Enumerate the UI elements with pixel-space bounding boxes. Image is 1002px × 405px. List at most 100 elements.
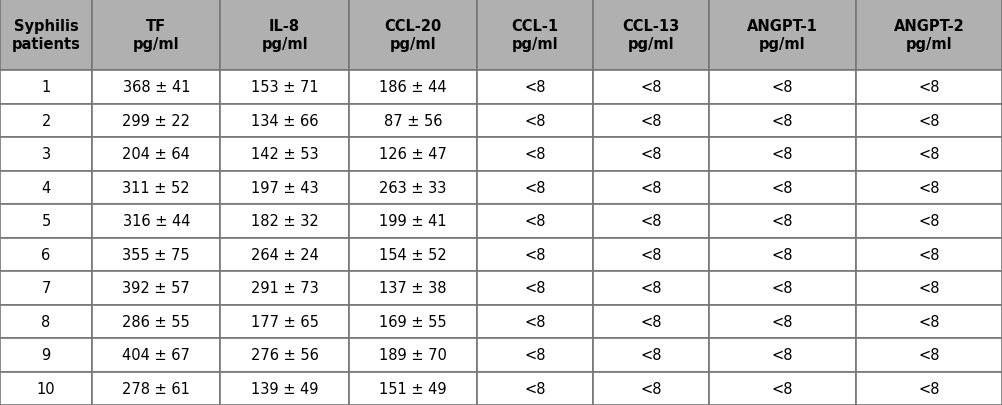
Text: 153 ± 71: 153 ± 71 xyxy=(250,80,319,95)
Bar xyxy=(92,171,220,205)
Bar xyxy=(349,171,477,205)
Bar xyxy=(593,205,709,238)
Bar xyxy=(0,138,92,171)
Bar xyxy=(856,138,1002,171)
Text: Syphilis
patients: Syphilis patients xyxy=(12,19,80,51)
Bar xyxy=(220,71,349,104)
Text: 134 ± 66: 134 ± 66 xyxy=(250,113,319,128)
Text: <8: <8 xyxy=(918,314,940,329)
Bar xyxy=(0,238,92,271)
Text: 10: 10 xyxy=(37,381,55,396)
Bar xyxy=(92,271,220,305)
Bar xyxy=(220,205,349,238)
Text: 392 ± 57: 392 ± 57 xyxy=(122,281,190,296)
Text: <8: <8 xyxy=(524,347,546,362)
Bar xyxy=(709,171,856,205)
Text: <8: <8 xyxy=(524,180,546,195)
Bar xyxy=(856,0,1002,71)
Bar xyxy=(856,104,1002,138)
Bar xyxy=(709,104,856,138)
Text: 186 ± 44: 186 ± 44 xyxy=(379,80,447,95)
Bar xyxy=(477,0,593,71)
Text: <8: <8 xyxy=(772,247,794,262)
Bar xyxy=(593,0,709,71)
Bar xyxy=(856,305,1002,338)
Bar xyxy=(220,305,349,338)
Text: CCL-20
pg/ml: CCL-20 pg/ml xyxy=(384,19,442,51)
Text: <8: <8 xyxy=(640,314,662,329)
Text: <8: <8 xyxy=(918,80,940,95)
Text: <8: <8 xyxy=(524,147,546,162)
Bar xyxy=(593,338,709,372)
Bar xyxy=(709,305,856,338)
Text: 404 ± 67: 404 ± 67 xyxy=(122,347,190,362)
Bar xyxy=(0,305,92,338)
Bar xyxy=(220,372,349,405)
Bar xyxy=(349,338,477,372)
Text: <8: <8 xyxy=(524,80,546,95)
Bar xyxy=(92,71,220,104)
Text: 8: 8 xyxy=(41,314,51,329)
Text: 151 ± 49: 151 ± 49 xyxy=(379,381,447,396)
Text: CCL-13
pg/ml: CCL-13 pg/ml xyxy=(622,19,680,51)
Bar xyxy=(92,238,220,271)
Text: 286 ± 55: 286 ± 55 xyxy=(122,314,190,329)
Text: 5: 5 xyxy=(41,214,51,229)
Text: <8: <8 xyxy=(918,180,940,195)
Text: 169 ± 55: 169 ± 55 xyxy=(379,314,447,329)
Text: <8: <8 xyxy=(640,214,662,229)
Text: <8: <8 xyxy=(640,247,662,262)
Bar xyxy=(856,372,1002,405)
Bar xyxy=(709,372,856,405)
Text: 299 ± 22: 299 ± 22 xyxy=(122,113,190,128)
Bar xyxy=(709,71,856,104)
Text: <8: <8 xyxy=(640,381,662,396)
Bar xyxy=(593,238,709,271)
Bar xyxy=(349,71,477,104)
Bar xyxy=(0,271,92,305)
Bar xyxy=(349,104,477,138)
Text: 4: 4 xyxy=(41,180,51,195)
Bar xyxy=(220,0,349,71)
Bar xyxy=(593,138,709,171)
Text: TF
pg/ml: TF pg/ml xyxy=(133,19,179,51)
Bar xyxy=(477,271,593,305)
Text: 311 ± 52: 311 ± 52 xyxy=(122,180,190,195)
Text: <8: <8 xyxy=(918,113,940,128)
Bar xyxy=(92,104,220,138)
Bar xyxy=(349,271,477,305)
Text: <8: <8 xyxy=(918,281,940,296)
Text: <8: <8 xyxy=(524,381,546,396)
Text: <8: <8 xyxy=(772,113,794,128)
Bar xyxy=(477,338,593,372)
Text: 316 ± 44: 316 ± 44 xyxy=(122,214,190,229)
Bar xyxy=(593,372,709,405)
Bar xyxy=(0,104,92,138)
Text: <8: <8 xyxy=(524,247,546,262)
Text: 197 ± 43: 197 ± 43 xyxy=(250,180,319,195)
Text: 142 ± 53: 142 ± 53 xyxy=(250,147,319,162)
Text: <8: <8 xyxy=(640,80,662,95)
Text: 182 ± 32: 182 ± 32 xyxy=(250,214,319,229)
Text: <8: <8 xyxy=(918,381,940,396)
Text: <8: <8 xyxy=(524,214,546,229)
Text: 9: 9 xyxy=(41,347,51,362)
Text: IL-8
pg/ml: IL-8 pg/ml xyxy=(262,19,308,51)
Text: ANGPT-1
pg/ml: ANGPT-1 pg/ml xyxy=(747,19,818,51)
Bar xyxy=(593,171,709,205)
Bar xyxy=(856,238,1002,271)
Text: CCL-1
pg/ml: CCL-1 pg/ml xyxy=(511,19,559,51)
Bar xyxy=(220,138,349,171)
Bar xyxy=(477,305,593,338)
Text: 276 ± 56: 276 ± 56 xyxy=(250,347,319,362)
Bar xyxy=(349,0,477,71)
Text: 264 ± 24: 264 ± 24 xyxy=(250,247,319,262)
Text: 177 ± 65: 177 ± 65 xyxy=(250,314,319,329)
Text: <8: <8 xyxy=(918,347,940,362)
Text: ANGPT-2
pg/ml: ANGPT-2 pg/ml xyxy=(894,19,964,51)
Bar xyxy=(709,205,856,238)
Text: <8: <8 xyxy=(772,381,794,396)
Text: 137 ± 38: 137 ± 38 xyxy=(379,281,447,296)
Bar xyxy=(709,138,856,171)
Text: <8: <8 xyxy=(918,247,940,262)
